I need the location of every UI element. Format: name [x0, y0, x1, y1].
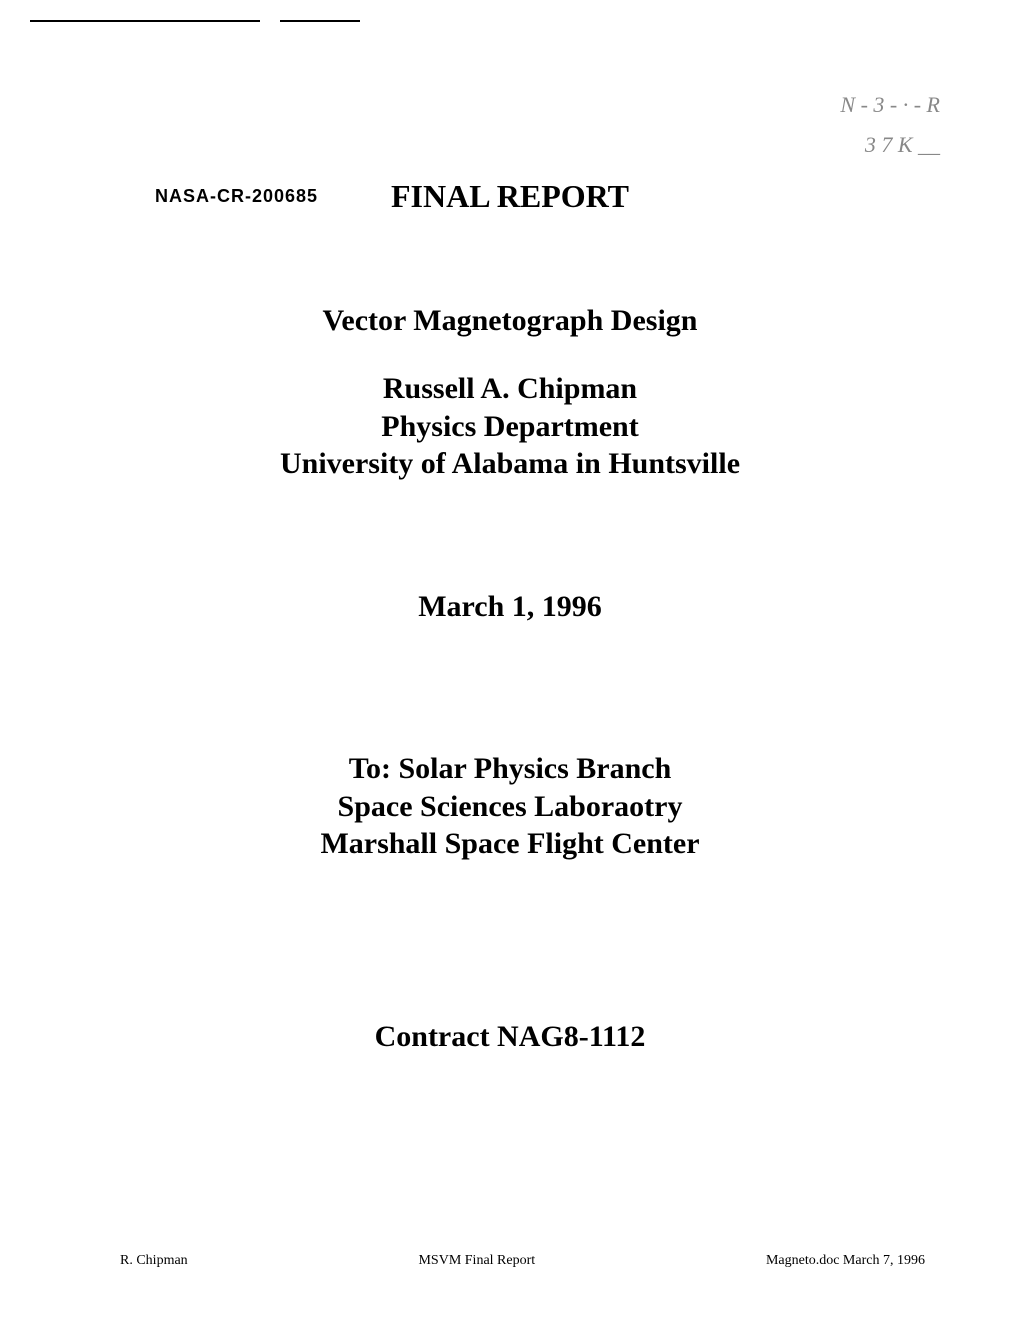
- document-main-title: Vector Magnetograph Design: [0, 304, 1020, 338]
- report-title: FINAL REPORT: [0, 178, 1020, 215]
- annotation-line-2: 3 7 K __: [840, 125, 940, 165]
- document-date: March 1, 1996: [0, 590, 1020, 624]
- page-footer: R. Chipman MSVM Final Report Magneto.doc…: [0, 1253, 1020, 1269]
- author-institution: University of Alabama in Huntsville: [0, 445, 1020, 483]
- contract-number: Contract NAG8-1112: [0, 1020, 1020, 1054]
- footer-author: R. Chipman: [120, 1253, 188, 1269]
- author-name: Russell A. Chipman: [0, 370, 1020, 408]
- recipient-block: To: Solar Physics Branch Space Sciences …: [0, 750, 1020, 863]
- handwritten-annotations: N - 3 - · - R 3 7 K __: [840, 85, 940, 164]
- annotation-line-1: N - 3 - · - R: [840, 85, 940, 125]
- recipient-line-1: To: Solar Physics Branch: [0, 750, 1020, 788]
- footer-file-date: Magneto.doc March 7, 1996: [766, 1253, 925, 1269]
- recipient-line-2: Space Sciences Laboraotry: [0, 788, 1020, 826]
- recipient-line-3: Marshall Space Flight Center: [0, 825, 1020, 863]
- scan-artifact-line-2: [280, 20, 360, 22]
- author-department: Physics Department: [0, 408, 1020, 446]
- footer-report-name: MSVM Final Report: [418, 1253, 535, 1269]
- author-block: Russell A. Chipman Physics Department Un…: [0, 370, 1020, 483]
- scan-artifact-line: [30, 20, 260, 22]
